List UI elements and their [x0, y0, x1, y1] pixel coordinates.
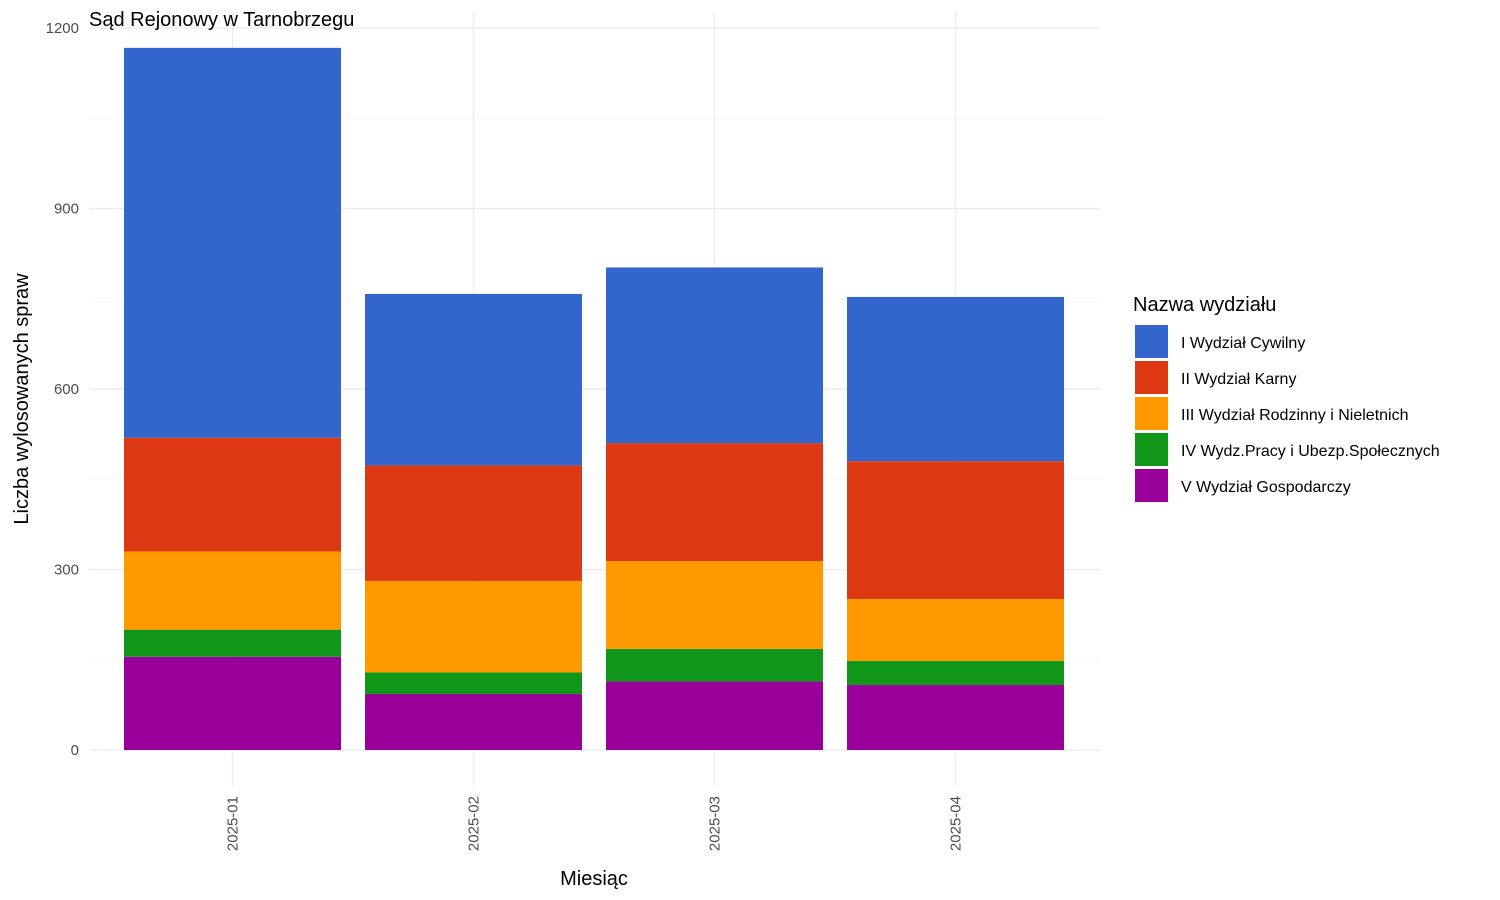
- legend-label: III Wydział Rodzinny i Nieletnich: [1181, 407, 1409, 424]
- legend-swatch: [1135, 397, 1168, 430]
- y-axis-title: Liczba wylosowanych spraw: [11, 273, 33, 525]
- bar-segment: [365, 465, 582, 581]
- bar-segment: [124, 629, 341, 657]
- x-axis-title: Miesiąc: [560, 868, 628, 890]
- bar-segment: [365, 293, 582, 466]
- bar-segment: [847, 660, 1064, 686]
- y-tick-label: 300: [54, 562, 79, 579]
- y-tick-label: 1200: [46, 20, 79, 37]
- bar-segment: [124, 47, 341, 438]
- bar-segment: [847, 685, 1064, 750]
- x-tick-label: 2025-01: [225, 796, 242, 851]
- x-tick-label: 2025-02: [466, 796, 483, 851]
- y-axis-ticks: 0 300 600 900 1200: [46, 20, 79, 759]
- bar-segment: [365, 672, 582, 695]
- legend-label: I Wydział Cywilny: [1181, 335, 1305, 352]
- bar-segment: [847, 598, 1064, 661]
- bar-segment: [365, 580, 582, 673]
- bar-segment: [606, 681, 823, 750]
- bar-segment: [606, 267, 823, 444]
- legend-swatch: [1135, 469, 1168, 502]
- legend-title: Nazwa wydziału: [1133, 294, 1276, 316]
- chart-title: Sąd Rejonowy w Tarnobrzegu: [89, 9, 354, 31]
- legend-swatch: [1135, 361, 1168, 394]
- legend-label: V Wydział Gospodarczy: [1181, 479, 1351, 496]
- legend-swatch: [1135, 325, 1168, 358]
- bar-segment: [606, 561, 823, 649]
- legend-label: II Wydział Karny: [1181, 371, 1296, 388]
- bars: [124, 47, 1064, 750]
- bar-segment: [847, 296, 1064, 462]
- legend: Nazwa wydziału I Wydział Cywilny II Wydzi…: [1133, 294, 1440, 502]
- x-tick-label: 2025-03: [707, 796, 724, 851]
- bar-segment: [124, 437, 341, 552]
- bar-segment: [365, 694, 582, 750]
- bar-segment: [606, 443, 823, 562]
- y-tick-label: 0: [71, 742, 79, 759]
- legend-swatch: [1135, 433, 1168, 466]
- x-tick-label: 2025-04: [948, 796, 965, 851]
- bar-segment: [847, 461, 1064, 599]
- y-tick-label: 900: [54, 201, 79, 218]
- bar-segment: [606, 648, 823, 682]
- bar-segment: [124, 656, 341, 750]
- bar-segment: [124, 551, 341, 630]
- y-tick-label: 600: [54, 381, 79, 398]
- x-axis-ticks: 2025-01 2025-02 2025-03 2025-04: [225, 796, 965, 851]
- legend-label: IV Wydz.Pracy i Ubezp.Społecznych: [1181, 443, 1440, 460]
